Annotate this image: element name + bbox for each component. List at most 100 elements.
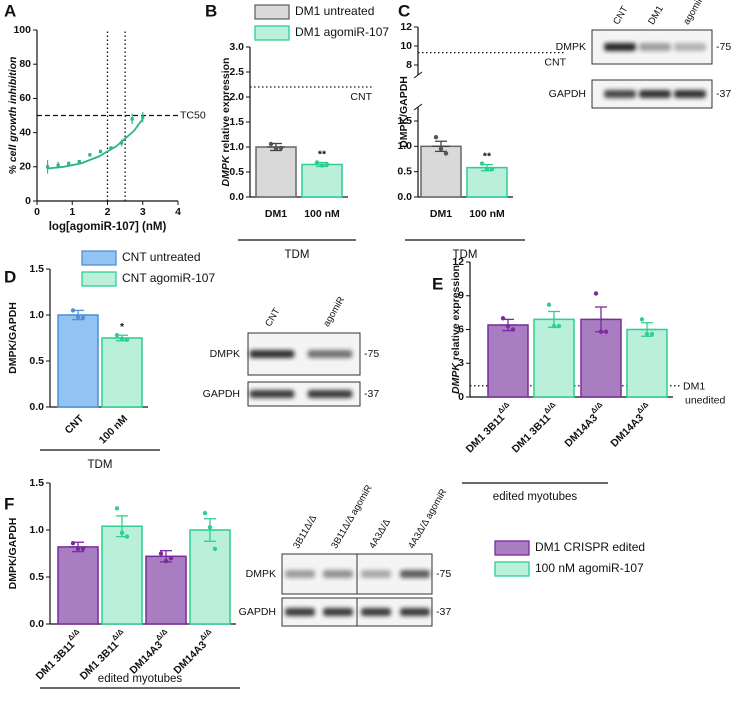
y-tick-label: 3.0	[229, 41, 244, 53]
blot-marker: -75	[436, 568, 451, 580]
blot-column-label: CNT	[611, 4, 630, 27]
data-point	[319, 163, 325, 168]
data-point	[433, 135, 439, 140]
data-point	[505, 323, 511, 329]
point	[88, 153, 92, 157]
reference-label: CNT	[350, 91, 372, 103]
data-point	[75, 314, 81, 320]
y-axis-label-part: relative expression	[450, 265, 462, 363]
blot-band	[323, 570, 353, 578]
blot-band	[674, 43, 706, 51]
data-point	[489, 166, 495, 172]
point	[45, 165, 50, 169]
blot-band	[400, 570, 430, 578]
y-tick-label: 80	[19, 58, 31, 70]
x-tick-label: 0	[34, 206, 40, 218]
y-tick-label: 12	[400, 21, 412, 33]
data-point	[119, 336, 125, 342]
y-axis-label-part: DMPK	[220, 154, 232, 186]
y-tick-label: 2.0	[229, 91, 244, 103]
bar	[57, 546, 99, 625]
category-text: CNT	[62, 412, 86, 436]
panel-label: F	[4, 494, 14, 513]
y-tick-label: 0.0	[397, 191, 412, 203]
blot-marker: -75	[364, 348, 379, 360]
reference-label: CNT	[544, 56, 566, 68]
y-tick-label: 1.5	[29, 263, 44, 275]
y-tick-label: 6	[458, 323, 464, 335]
bar	[487, 324, 529, 398]
y-axis-label-part: DMPK/GAPDH	[398, 76, 410, 148]
x-tick-label: 3	[140, 206, 146, 218]
data-point	[324, 162, 330, 167]
y-tick-label: 1.0	[229, 141, 244, 153]
point	[109, 146, 113, 150]
data-point	[556, 323, 562, 329]
data-point	[124, 337, 130, 343]
data-point	[603, 329, 609, 334]
blot-band	[674, 90, 706, 98]
bar	[189, 529, 231, 625]
data-point	[268, 141, 274, 147]
blot-band	[639, 90, 671, 98]
y-tick-label: 12	[452, 256, 464, 268]
data-point	[639, 317, 645, 322]
y-axis-label: DMPK relative expression	[450, 265, 462, 394]
y-axis-label-part: DMPK/GAPDH	[7, 518, 19, 590]
y-tick-label: 1.5	[229, 116, 244, 128]
y-tick-label: 2.5	[229, 66, 244, 78]
category-text: DM14A3	[127, 639, 165, 677]
bar	[533, 318, 575, 398]
blot-band	[249, 350, 295, 358]
data-point	[484, 166, 490, 172]
category-text: DM1 3B11	[33, 639, 77, 683]
y-tick-label: 1.5	[29, 477, 44, 489]
blot-column-label: 4A3Δ/Δ	[367, 517, 393, 551]
x-tick-label: 1	[69, 206, 75, 218]
bar	[101, 337, 143, 408]
y-tick-label: 9	[458, 290, 464, 302]
axis-break	[413, 103, 423, 111]
y-axis-label-part: DMPK	[450, 362, 462, 394]
y-tick-label: 3	[458, 357, 464, 369]
x-tick-label: CNT	[62, 412, 86, 436]
y-tick-label: 100	[13, 24, 31, 36]
group-label: edited myotubes	[493, 491, 578, 503]
y-tick-label: 0	[458, 391, 464, 403]
legend-swatch	[81, 250, 117, 266]
data-point	[593, 291, 599, 296]
data-point	[273, 146, 279, 151]
x-tick-label: DM1 3B11Δ/Δ	[507, 400, 562, 455]
point	[141, 115, 145, 119]
x-tick-label: 100 nM	[469, 208, 505, 220]
blot-band	[323, 608, 353, 616]
data-point	[75, 546, 81, 551]
blot-row-label: DMPK	[210, 348, 240, 360]
y-tick-label: 8	[406, 59, 412, 71]
legend-label: CNT untreated	[122, 250, 201, 264]
data-point	[510, 327, 516, 332]
category-text: DM1 3B11	[463, 412, 507, 456]
legend-label: DM1 agomiR-107	[295, 25, 389, 39]
y-tick-label: 1.0	[29, 309, 44, 321]
y-tick-label: 40	[19, 126, 31, 138]
category-text: DM14A3	[171, 639, 209, 677]
y-axis-label-part: DMPK/GAPDH	[7, 302, 19, 374]
x-tick-label: 2	[105, 206, 111, 218]
bar	[466, 166, 508, 198]
blot-band	[307, 390, 353, 398]
point	[130, 117, 134, 121]
category-text: 100 nM	[96, 412, 130, 446]
reference-label: unedited	[685, 395, 725, 407]
data-point	[114, 506, 120, 511]
data-point	[314, 160, 320, 165]
data-point	[598, 329, 604, 334]
category-text: DM1 3B11	[509, 412, 553, 456]
reference-label: TC50	[180, 109, 206, 121]
y-tick-label: 0	[25, 195, 31, 207]
legend-swatch	[254, 4, 290, 20]
data-point	[124, 534, 130, 539]
panel-label: E	[432, 274, 443, 293]
data-point	[168, 556, 174, 561]
